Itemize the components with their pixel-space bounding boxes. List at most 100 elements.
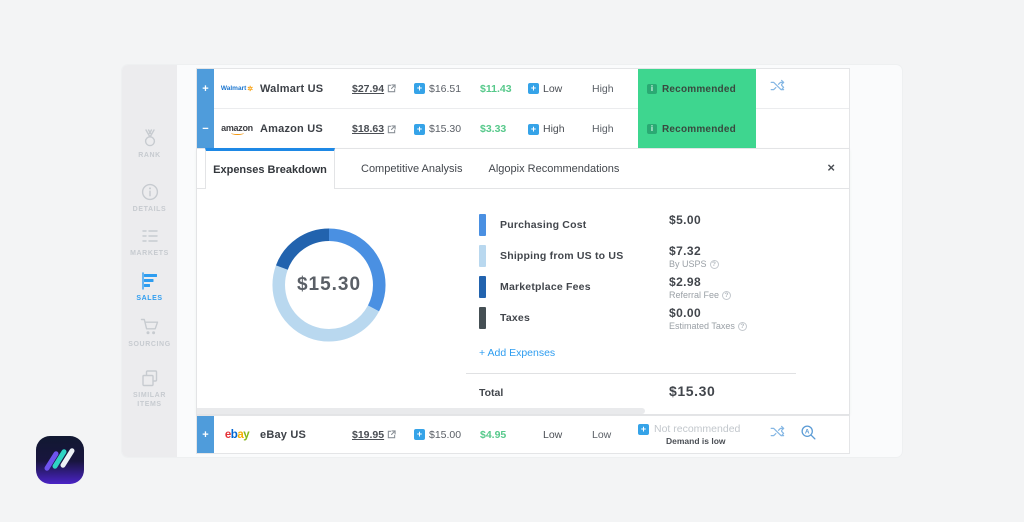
marketplace-name: eBay US [260, 428, 307, 441]
price-cell[interactable]: $18.63 [352, 123, 414, 135]
price-cell[interactable]: $27.94 [352, 83, 414, 95]
expenses-cell[interactable]: + $15.00 [414, 429, 480, 441]
sidebar-item-rank[interactable]: RANK [122, 128, 177, 160]
sidebar-label: MARKETS [130, 250, 169, 257]
expenses-cell[interactable]: + $15.30 [414, 123, 480, 135]
competition-value: High [592, 82, 614, 95]
tab-algopix-recommendations[interactable]: Algopix Recommendations [488, 162, 620, 175]
total-label: Total [479, 387, 504, 399]
donut-total-label: $15.30 [296, 274, 362, 295]
expense-row-purchasing: Purchasing Cost $5.00 [479, 213, 799, 244]
expense-row-shipping: Shipping from US to US $7.32 By USPS? [479, 244, 799, 275]
expense-value: $2.98 [669, 275, 702, 289]
legend-color-bar [479, 307, 486, 329]
search-analysis-icon[interactable]: A [800, 424, 817, 446]
donut-segment-shipping [272, 228, 386, 342]
sidebar-item-details[interactable]: DETAILS [122, 182, 177, 214]
sidebar-label: RANK [138, 152, 161, 159]
recommendation-label: Not recommended [654, 423, 741, 435]
expense-value: $0.00 [669, 306, 702, 320]
competition-value: Low [592, 428, 612, 441]
total-value: $15.30 [669, 383, 716, 399]
sidebar-item-similar-items[interactable]: SIMILAR ITEMS [122, 368, 177, 409]
info-icon[interactable]: + [528, 83, 539, 94]
price-cell[interactable]: $19.95 [352, 429, 414, 441]
total-divider [466, 373, 796, 374]
medal-icon [144, 129, 155, 147]
demand-value: Low [543, 82, 563, 95]
profit-value: $3.33 [480, 123, 507, 135]
external-link-icon[interactable] [387, 430, 396, 439]
help-icon[interactable]: ? [737, 321, 747, 331]
external-link-icon[interactable] [387, 84, 396, 93]
shuffle-icon[interactable] [770, 425, 786, 444]
expense-sub-label: Referral Fee [669, 290, 720, 300]
expenses-cell[interactable]: + $16.51 [414, 83, 480, 95]
legend-color-bar [479, 276, 486, 298]
external-link-icon[interactable] [387, 124, 396, 134]
walmart-spark-icon: ✲ [247, 85, 254, 93]
sidebar-item-markets[interactable]: MARKETS [122, 226, 177, 258]
profit-value: $4.95 [480, 428, 507, 441]
shuffle-icon[interactable] [770, 79, 786, 98]
profit-value: $11.43 [480, 82, 512, 95]
expense-label: Taxes [500, 312, 530, 324]
expense-row-taxes: Taxes $0.00 Estimated Taxes? [479, 306, 799, 337]
recommendation-cell: + Not recommended Demand is low [638, 423, 756, 446]
expenses-value: $15.00 [429, 428, 462, 441]
horizontal-scrollbar[interactable] [197, 408, 645, 414]
recommendation-note: Demand is low [666, 436, 726, 446]
app-window: RANK DETAILS MARKETS SALES [122, 65, 902, 457]
price-link[interactable]: $19.95 [352, 428, 385, 441]
cart-icon [140, 318, 158, 335]
sidebar-label: SOURCING [128, 341, 171, 348]
sidebar-label: DETAILS [132, 206, 167, 213]
panel-tabbar: Expenses Breakdown Competitive Analysis … [197, 148, 849, 189]
expense-value: $7.32 [669, 244, 702, 258]
svg-text:A: A [805, 428, 810, 435]
info-icon[interactable]: + [414, 83, 425, 94]
help-icon[interactable]: ? [709, 259, 719, 269]
price-link[interactable]: $27.94 [352, 82, 385, 95]
collapse-expand-button[interactable]: − [202, 123, 209, 135]
expense-label: Purchasing Cost [500, 219, 587, 231]
info-icon[interactable]: + [414, 429, 425, 440]
copy-box-icon [141, 370, 157, 387]
add-expenses-link[interactable]: + Add Expenses [479, 347, 556, 359]
recommendation-block: i Recommended i Recommended [638, 69, 756, 149]
sidebar: RANK DETAILS MARKETS SALES [122, 65, 177, 457]
info-icon[interactable]: + [638, 423, 649, 435]
tab-competitive-analysis[interactable]: Competitive Analysis [361, 162, 463, 175]
demand-cell[interactable]: + Low [528, 83, 592, 95]
help-icon[interactable]: ? [722, 290, 732, 300]
expense-value: $5.00 [669, 213, 702, 227]
sidebar-item-sourcing[interactable]: SOURCING [122, 317, 177, 349]
sales-chart-icon [141, 272, 157, 290]
tab-expenses-breakdown[interactable]: Expenses Breakdown [205, 148, 335, 189]
info-icon[interactable]: + [414, 123, 425, 135]
sidebar-label: SALES [136, 295, 163, 302]
competition-value: High [592, 123, 614, 135]
recommended-info-icon[interactable]: i [647, 124, 657, 134]
recommended-badge: i Recommended [638, 109, 756, 149]
marketplace-table: Walmart ✲ Walmart US $27.94 + $16.51 $11.… [196, 68, 850, 150]
price-link[interactable]: $18.63 [352, 123, 385, 135]
sidebar-label: SIMILAR ITEMS [133, 392, 166, 408]
info-icon[interactable]: + [528, 123, 539, 135]
algopix-logo [36, 436, 84, 484]
table-row-walmart: Walmart ✲ Walmart US $27.94 + $16.51 $11.… [197, 69, 849, 109]
list-icon [141, 230, 158, 242]
expenses-donut-chart: $15.30 [271, 227, 387, 343]
expense-sub-label: Estimated Taxes [669, 321, 735, 331]
sidebar-item-sales[interactable]: SALES [122, 271, 177, 303]
expense-label: Marketplace Fees [500, 281, 591, 293]
table-row-amazon: amazon Amazon US $18.63 + $15.30 $3.33 +… [197, 109, 849, 149]
amazon-smile-icon [230, 131, 244, 135]
demand-cell[interactable]: + High [528, 123, 592, 135]
recommended-info-icon[interactable]: i [647, 84, 657, 94]
close-icon[interactable]: × [827, 160, 835, 175]
collapse-expand-button[interactable]: + [202, 83, 209, 95]
expenses-value: $15.30 [429, 123, 462, 135]
amazon-logo: amazon [221, 122, 253, 135]
expand-button[interactable]: + [202, 428, 209, 441]
